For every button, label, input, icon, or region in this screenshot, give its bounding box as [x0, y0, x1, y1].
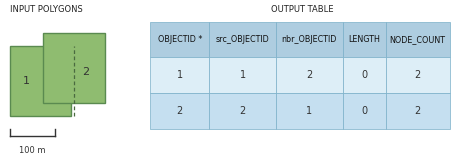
Bar — [343, 57, 386, 93]
Text: INPUT POLYGONS: INPUT POLYGONS — [10, 5, 82, 14]
Text: 2: 2 — [415, 70, 421, 80]
Text: 2: 2 — [177, 106, 183, 116]
Text: src_OBJECTID: src_OBJECTID — [216, 35, 269, 44]
Bar — [209, 57, 276, 93]
Bar — [150, 93, 209, 129]
Bar — [209, 22, 276, 57]
Text: OBJECTID *: OBJECTID * — [158, 35, 202, 44]
Bar — [343, 22, 386, 57]
Bar — [10, 46, 71, 116]
Bar — [276, 22, 343, 57]
Text: 1: 1 — [23, 76, 30, 86]
Text: 0: 0 — [361, 106, 367, 116]
Bar — [386, 93, 450, 129]
Text: OUTPUT TABLE: OUTPUT TABLE — [271, 5, 334, 14]
Bar — [43, 33, 105, 103]
Text: 2: 2 — [415, 106, 421, 116]
Text: nbr_OBJECTID: nbr_OBJECTID — [282, 35, 337, 44]
Text: 0: 0 — [361, 70, 367, 80]
Bar — [386, 22, 450, 57]
Bar — [343, 93, 386, 129]
Text: NODE_COUNT: NODE_COUNT — [390, 35, 446, 44]
Bar — [276, 57, 343, 93]
Bar — [150, 57, 209, 93]
Bar — [150, 22, 209, 57]
Bar — [386, 57, 450, 93]
Text: 100 m: 100 m — [19, 146, 45, 155]
Text: 2: 2 — [83, 67, 89, 77]
Text: 2: 2 — [306, 70, 313, 80]
Bar — [209, 93, 276, 129]
Text: LENGTH: LENGTH — [348, 35, 380, 44]
Text: 2: 2 — [239, 106, 246, 116]
Text: 1: 1 — [307, 106, 312, 116]
Text: 1: 1 — [240, 70, 246, 80]
Text: 1: 1 — [177, 70, 183, 80]
Bar — [276, 93, 343, 129]
